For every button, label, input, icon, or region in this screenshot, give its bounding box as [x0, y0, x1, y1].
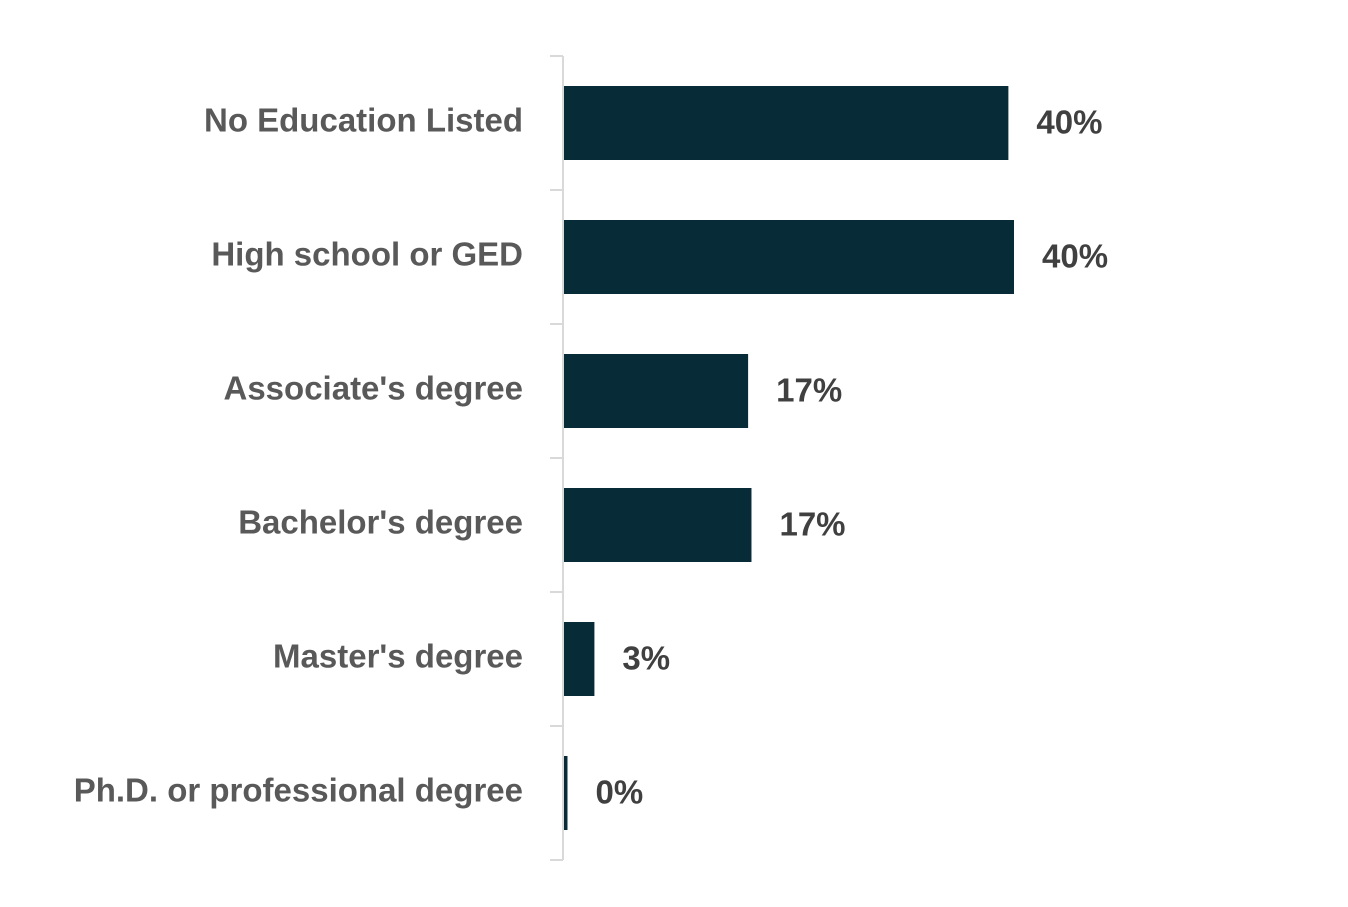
value-label: 17%: [776, 372, 842, 409]
value-label: 0%: [595, 774, 643, 811]
value-label: 17%: [779, 506, 845, 543]
category-label: Master's degree: [273, 638, 523, 675]
category-label: Associate's degree: [224, 370, 524, 407]
bar: [564, 488, 752, 562]
bar: [564, 354, 749, 428]
category-label: Ph.D. or professional degree: [74, 772, 523, 809]
category-label: Bachelor's degree: [238, 504, 523, 541]
bar: [564, 756, 568, 830]
value-label: 40%: [1042, 238, 1108, 275]
bar: [564, 220, 1014, 294]
value-label: 40%: [1036, 104, 1102, 141]
bar: [564, 622, 595, 696]
category-label: No Education Listed: [204, 102, 523, 139]
value-label: 3%: [622, 640, 670, 677]
bar: [564, 86, 1009, 160]
category-label: High school or GED: [211, 236, 523, 273]
